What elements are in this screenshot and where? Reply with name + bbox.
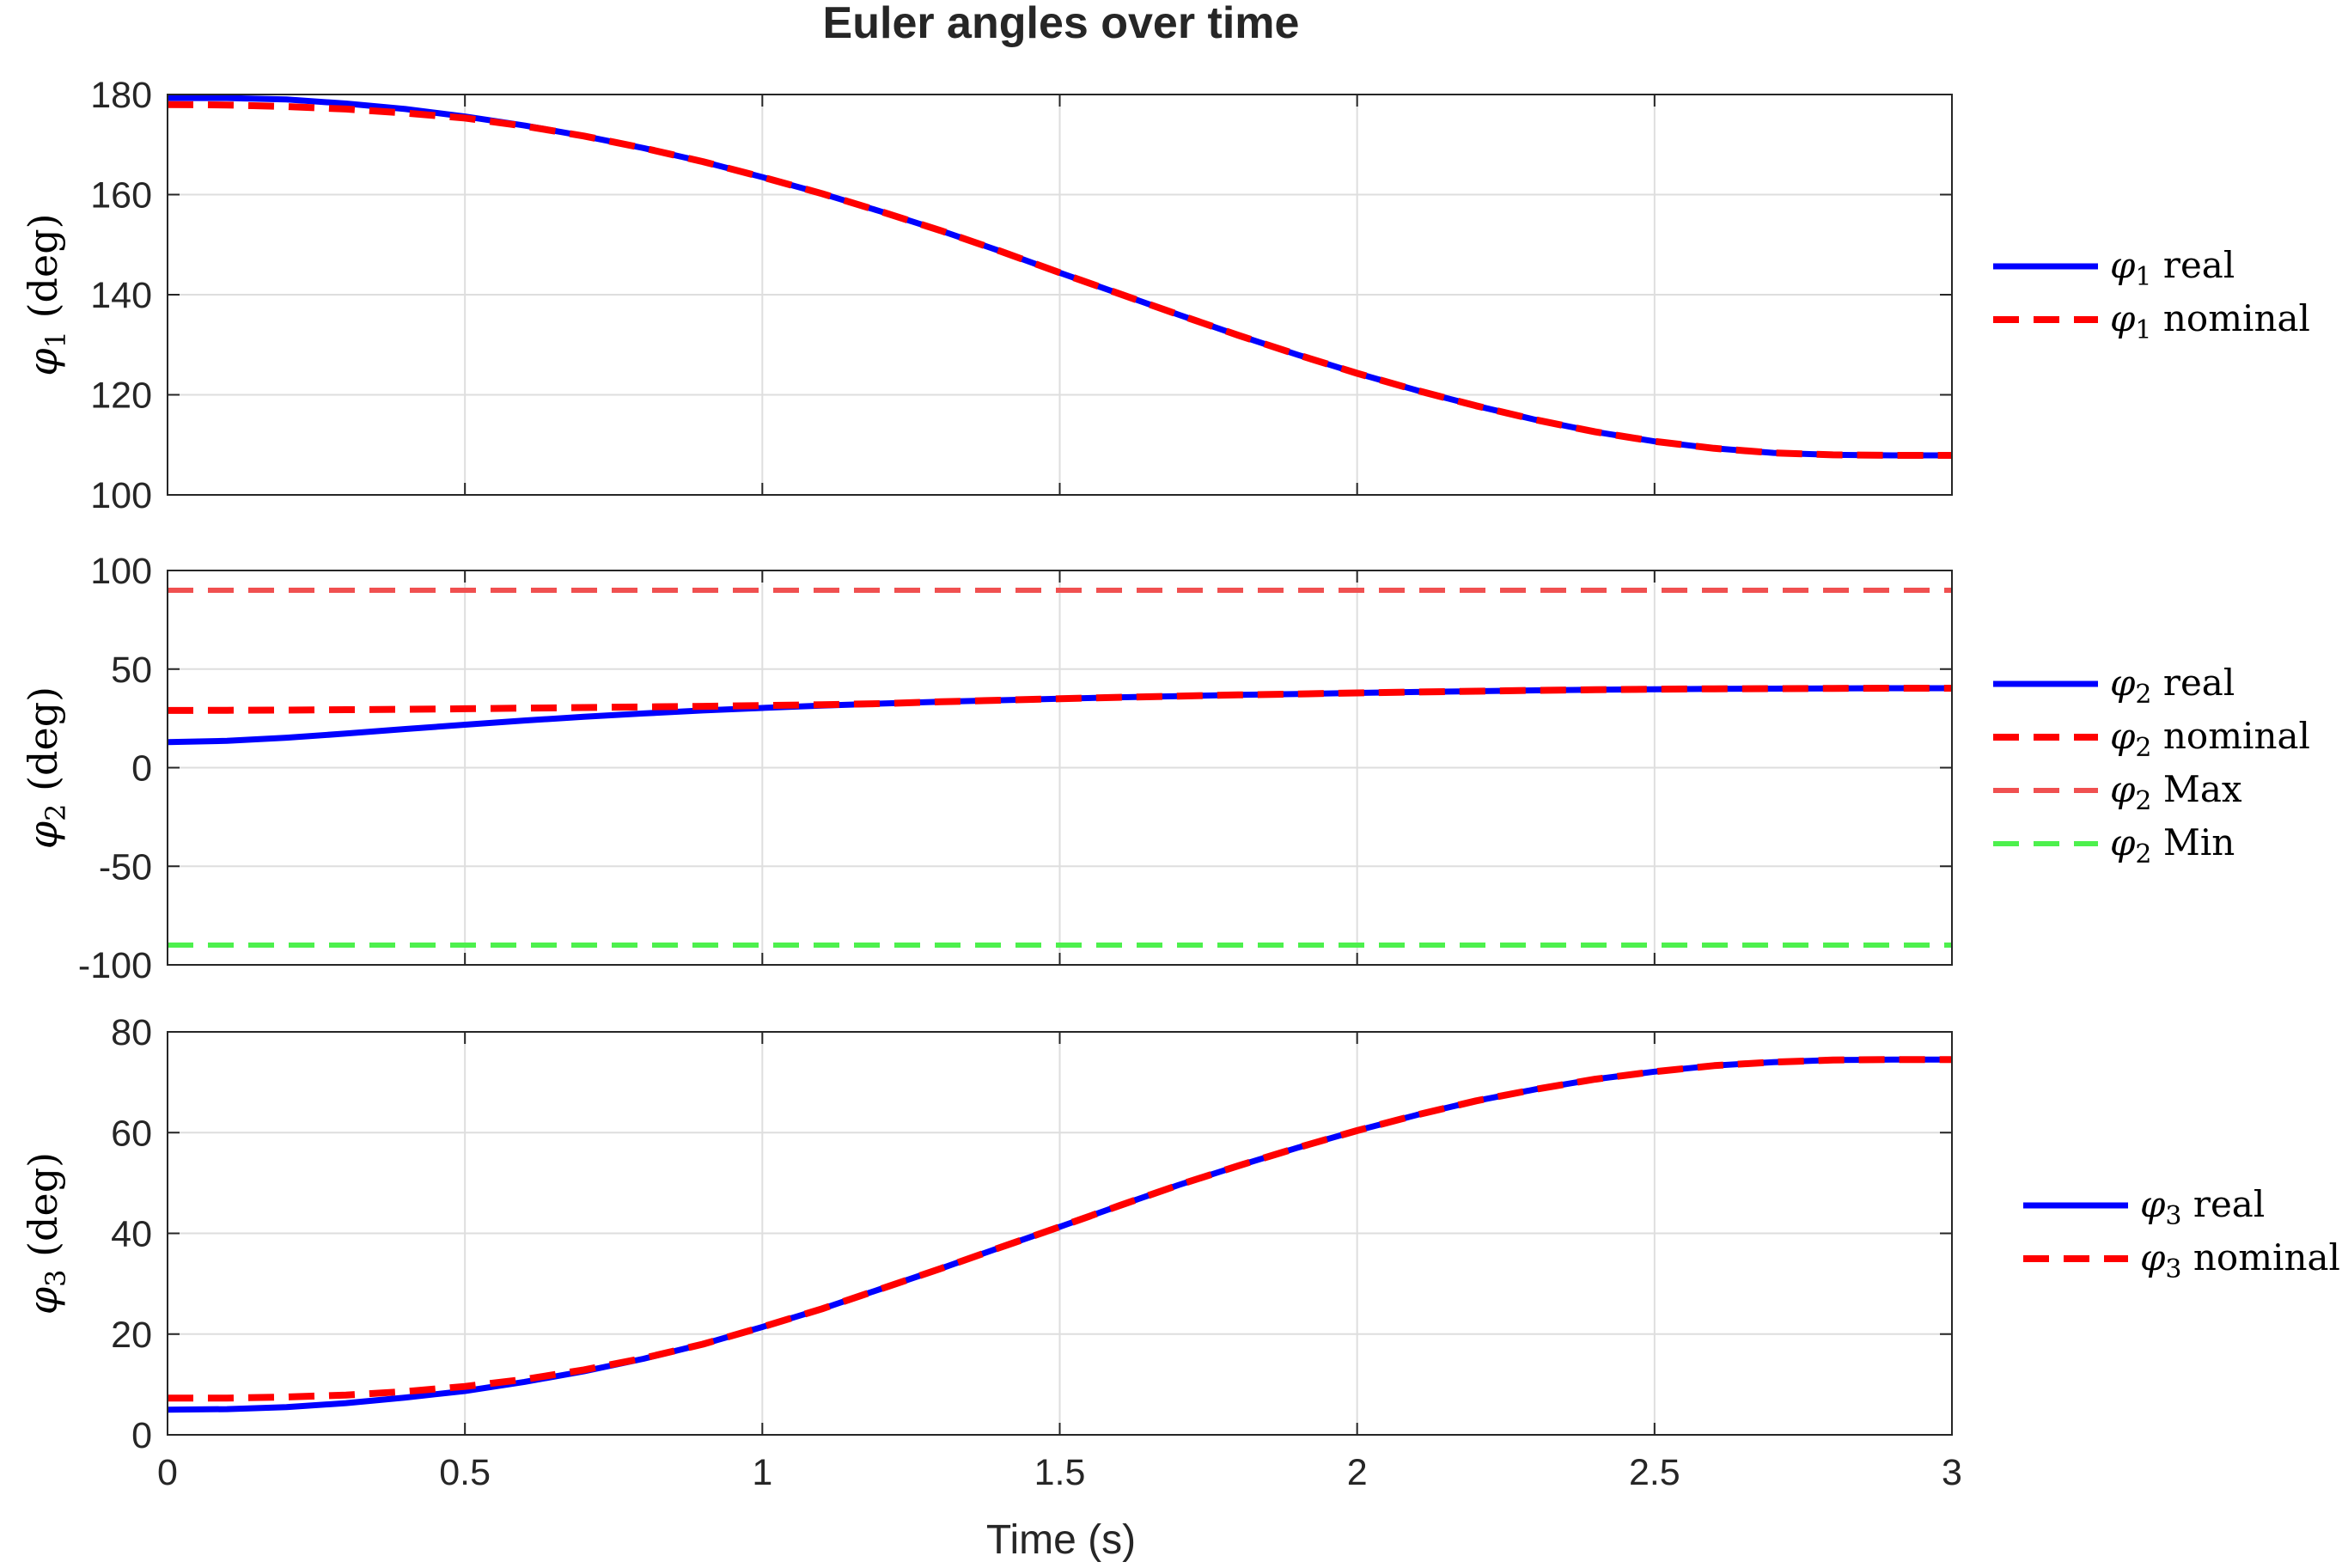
series-line-nominal — [168, 101, 1952, 459]
y-tick-label: 100 — [90, 475, 152, 516]
y-tick-label: 160 — [90, 175, 152, 217]
y-axis-label: φ3 (deg) — [20, 1152, 72, 1315]
y-tick-label: 0 — [131, 1415, 152, 1456]
y-tick-label: 180 — [90, 75, 152, 116]
legend-label-nominal: φ2 nominal — [2110, 715, 2310, 763]
y-tick-label: 60 — [111, 1113, 152, 1154]
legend-label-nominal: φ3 nominal — [2140, 1236, 2340, 1284]
legend-label-real: φ2 real — [2110, 662, 2235, 710]
y-tick-label: 0 — [131, 748, 152, 790]
y-axis-label: φ1 (deg) — [20, 213, 72, 375]
y-tick-label: -50 — [99, 846, 152, 888]
legend-label-real: φ1 real — [2110, 244, 2235, 292]
x-axis-label: Time (s) — [986, 1517, 1136, 1563]
series-line-nominal — [168, 1056, 1952, 1402]
subplot-3: 0 20 40 60 80 φ3 (deg) φ3 real φ3 nominal — [20, 1012, 2340, 1456]
y-tick-label: 40 — [111, 1214, 152, 1255]
subplot-1: 100 120 140 160 180 φ1 (deg) φ1 real φ1 nominal — [20, 75, 2310, 516]
legend-label-min: φ2 Min — [2110, 821, 2235, 869]
x-tick-label: 0 — [157, 1452, 178, 1493]
y-tick-label: 50 — [111, 650, 152, 691]
y-tick-label: -100 — [78, 945, 152, 986]
y-tick-label: 80 — [111, 1012, 152, 1053]
y-tick-label: 100 — [90, 551, 152, 592]
x-tick-label: 2.5 — [1629, 1452, 1680, 1493]
legend-label-nominal: φ1 nominal — [2110, 297, 2310, 345]
y-tick-label: 120 — [90, 375, 152, 417]
y-tick-label: 140 — [90, 275, 152, 316]
x-tick-label: 2 — [1347, 1452, 1368, 1493]
y-tick-label: 20 — [111, 1315, 152, 1356]
y-axis-label: φ2 (deg) — [20, 686, 72, 849]
series-line-nominal — [168, 685, 1952, 714]
x-tick-label: 1 — [752, 1452, 772, 1493]
x-tick-label: 1.5 — [1034, 1452, 1086, 1493]
legend-label-max: φ2 Max — [2110, 768, 2242, 816]
x-tick-label: 3 — [1942, 1452, 1962, 1493]
series-line-real — [168, 1056, 1952, 1413]
chart-title: Euler angles over time — [823, 0, 1300, 48]
legend-1: φ1 real φ1 nominal — [1993, 244, 2310, 345]
legend-2: φ2 real φ2 nominal φ2 Max φ2 Min — [1993, 662, 2310, 869]
legend-3: φ3 real φ3 nominal — [2023, 1183, 2340, 1284]
x-tick-label: 0.5 — [439, 1452, 491, 1493]
legend-label-real: φ3 real — [2140, 1183, 2265, 1231]
